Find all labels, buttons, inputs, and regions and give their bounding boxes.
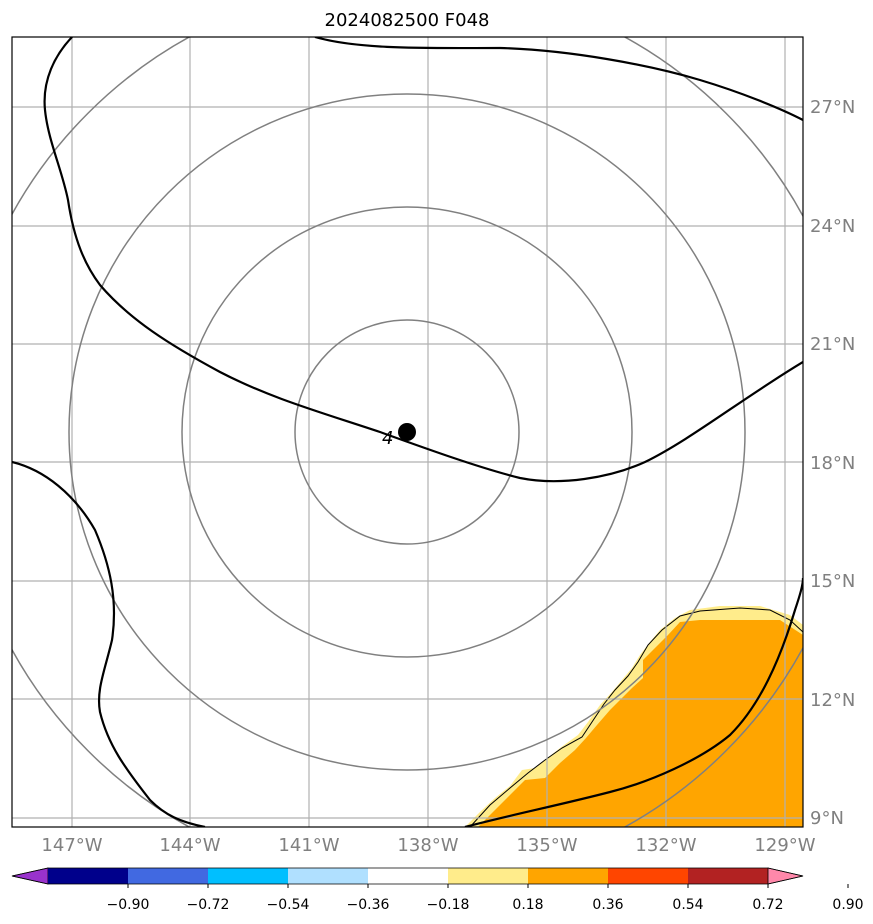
lat-label-9n: 9°N [810, 808, 844, 829]
colorbar-segment [48, 868, 129, 884]
contour-value-label: 4 [382, 428, 393, 449]
map-plot-area: 4 [12, 37, 803, 827]
lon-label-132w: 132°W [635, 835, 696, 856]
colorbar-labels: −0.90 −0.72 −0.54 −0.36 −0.18 0.18 0.36 0.54 0.7… [107, 884, 864, 913]
contour-west [12, 460, 206, 827]
longitude-labels: 147°W 144°W 141°W 138°W 135°W 132°W 129°… [41, 835, 815, 856]
colorbar [11, 867, 804, 885]
anomaly-fill-dark [478, 620, 803, 827]
colorbar-tick-label: 0.36 [592, 897, 623, 913]
colorbar-segment [688, 868, 769, 884]
gridlines [12, 37, 803, 827]
colorbar-tick-label: −0.18 [427, 897, 470, 913]
lon-label-135w: 135°W [516, 835, 577, 856]
lat-label-15n: 15°N [810, 571, 855, 592]
lat-label-21n: 21°N [810, 334, 855, 355]
lat-label-27n: 27°N [810, 97, 855, 118]
colorbar-outline [11, 867, 804, 885]
colorbar-segment [128, 868, 209, 884]
lat-label-24n: 24°N [810, 216, 855, 237]
contour-lines [12, 37, 803, 827]
range-rings [12, 37, 803, 827]
colorbar-tick-label: −0.90 [107, 897, 150, 913]
colorbar-segment [608, 868, 689, 884]
colorbar-tick-label: 0.18 [512, 897, 543, 913]
contour-top [314, 37, 803, 121]
colorbar-extend-low [11, 867, 49, 885]
map-title: 2024082500 F048 [325, 10, 490, 31]
lat-label-18n: 18°N [810, 453, 855, 474]
colorbar-tick-label: −0.36 [347, 897, 390, 913]
colorbar-segment [368, 868, 449, 884]
colorbar-segment [288, 868, 369, 884]
lon-label-147w: 147°W [41, 835, 102, 856]
colorbar-segment [528, 868, 609, 884]
map-frame [11, 36, 804, 828]
colorbar-tick-label: 0.54 [672, 897, 703, 913]
colorbar-tick-label: 0.90 [832, 897, 863, 913]
lon-label-129w: 129°W [754, 835, 815, 856]
lon-label-141w: 141°W [278, 835, 339, 856]
colorbar-segment [448, 868, 529, 884]
colorbar-tick-label: 0.72 [752, 897, 783, 913]
contour-main [43, 37, 803, 483]
contour-southeast [464, 577, 803, 827]
lat-label-12n: 12°N [810, 690, 855, 711]
lon-label-144w: 144°W [159, 835, 220, 856]
latitude-labels: 27°N 24°N 21°N 18°N 15°N 12°N 9°N [810, 97, 855, 829]
colorbar-tick-label: −0.72 [187, 897, 230, 913]
colorbar-segment [208, 868, 289, 884]
lon-label-138w: 138°W [397, 835, 458, 856]
colorbar-extend-high [767, 867, 804, 885]
anomaly-outline [469, 607, 803, 827]
storm-center-marker [398, 423, 416, 441]
colorbar-tick-label: −0.54 [267, 897, 310, 913]
